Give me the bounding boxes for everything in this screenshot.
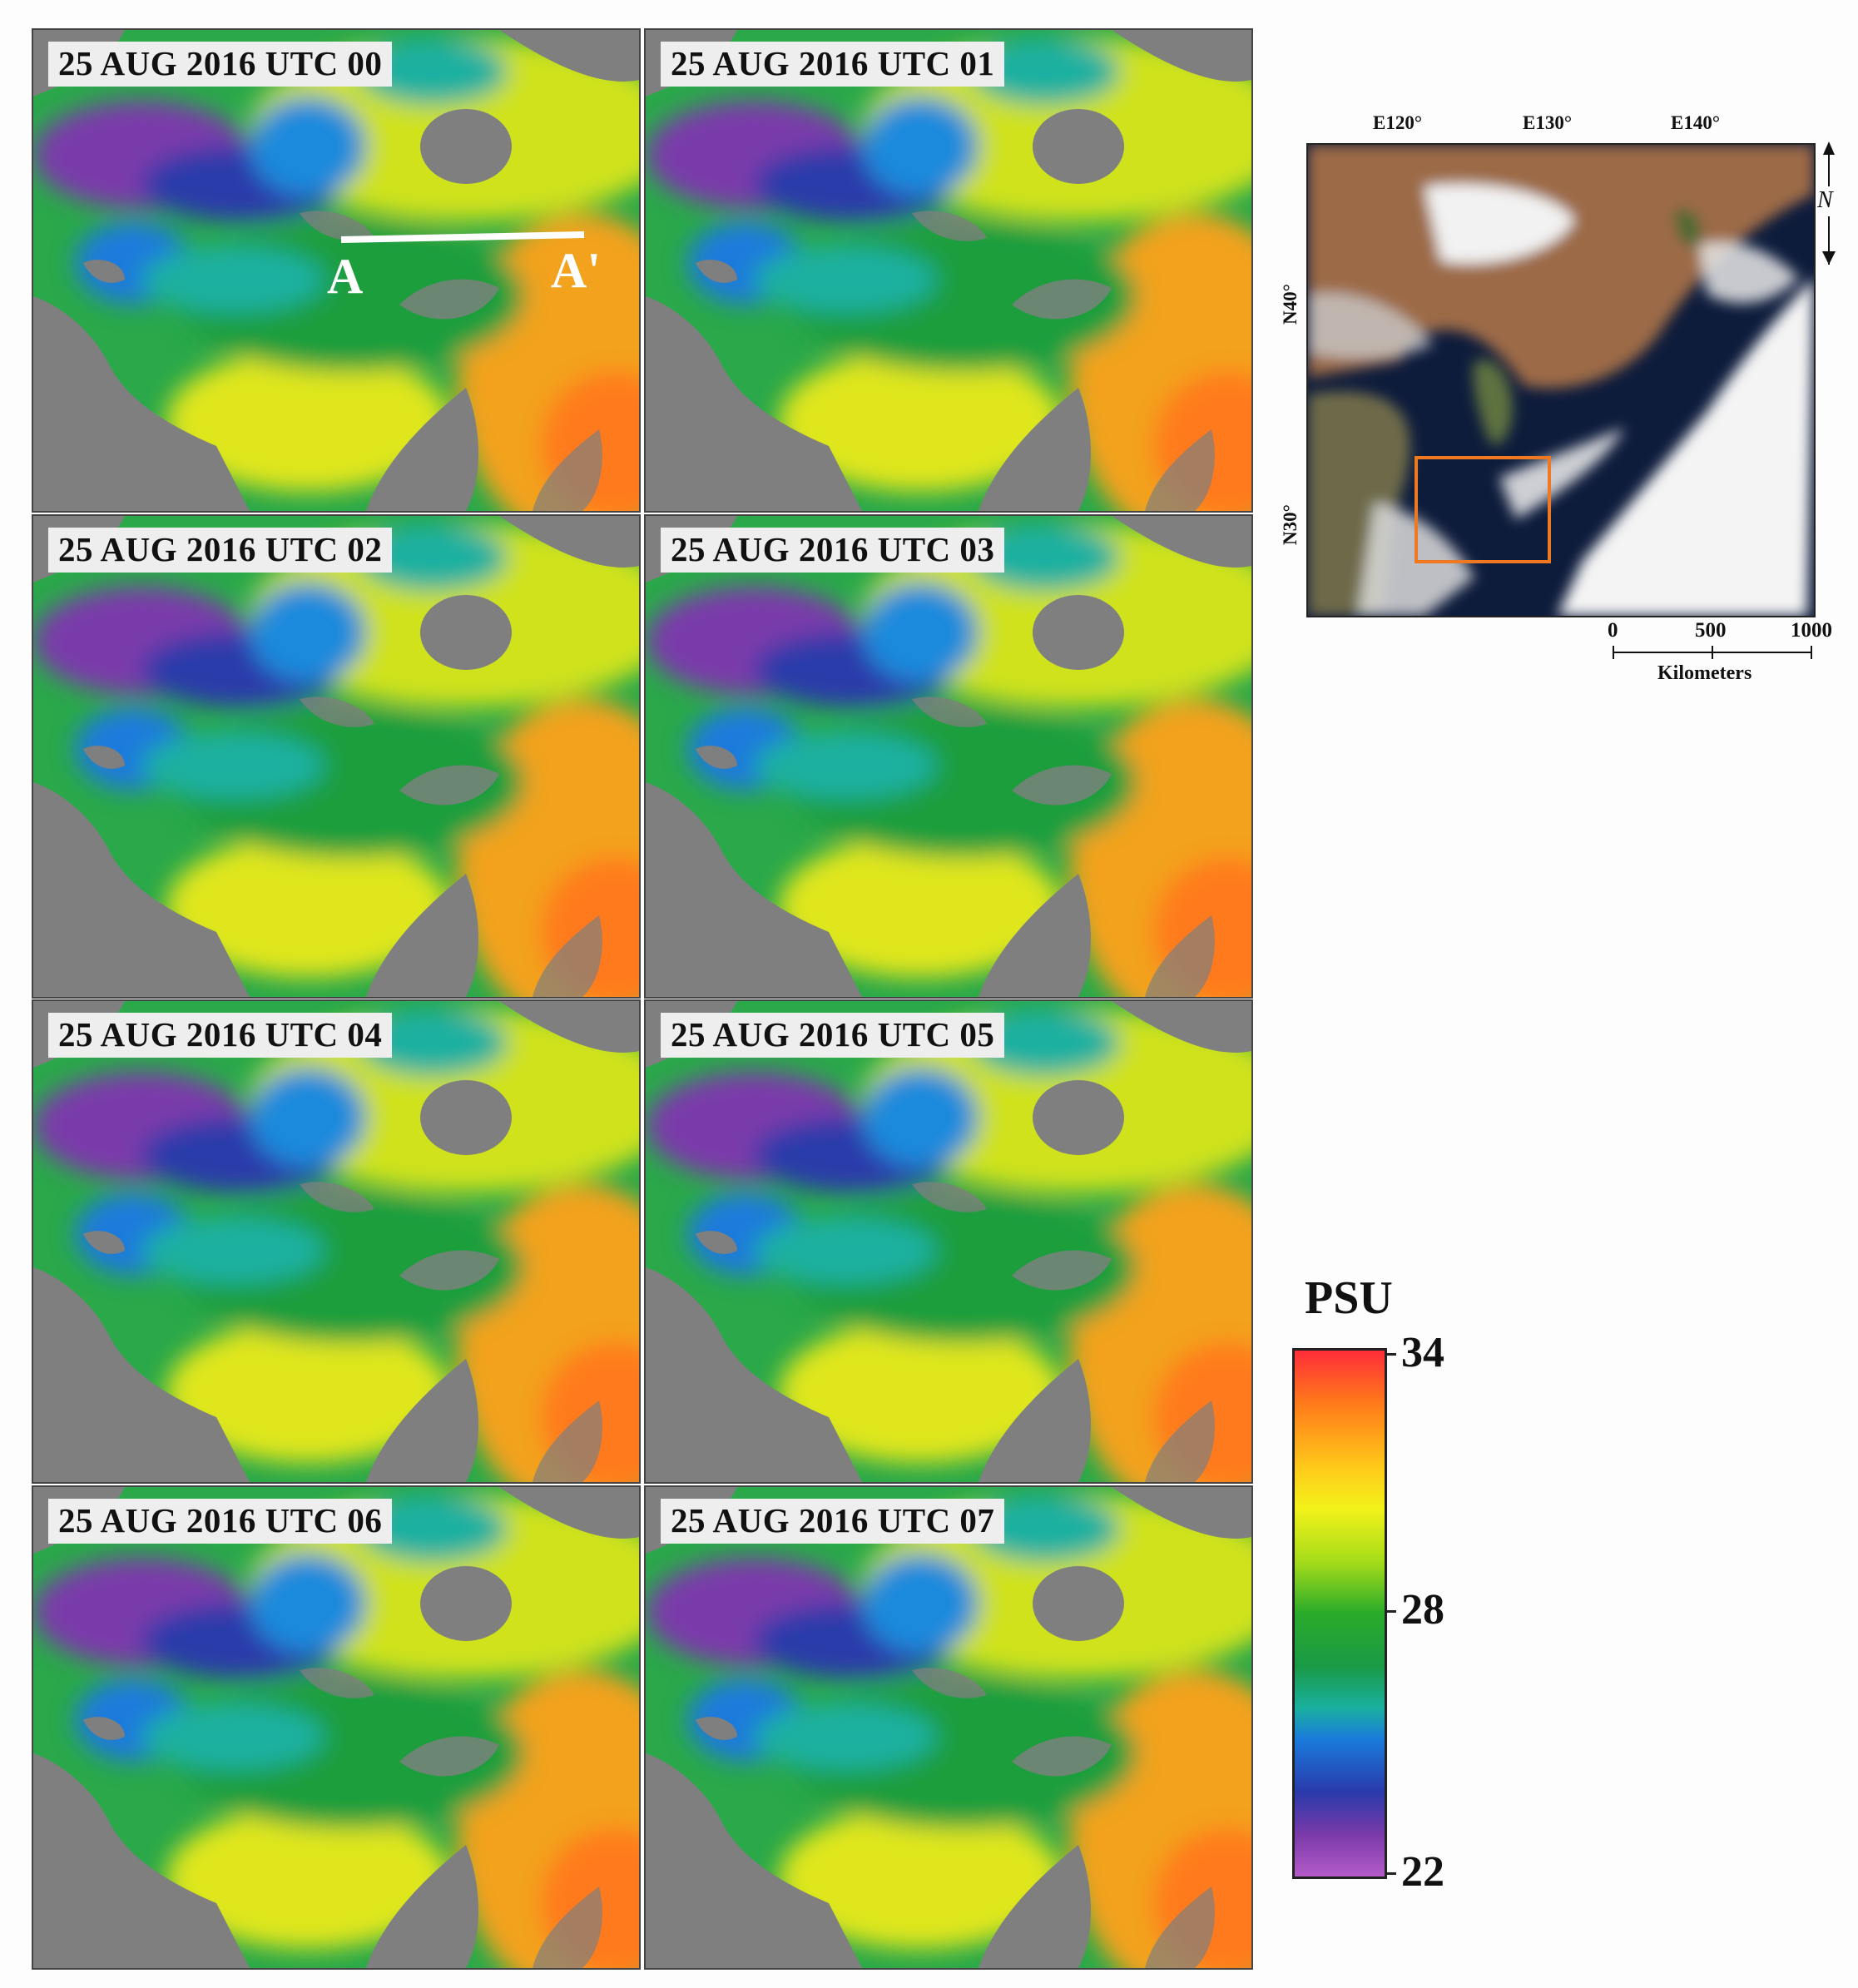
transect-start-label: A [327,249,364,304]
panel-time-label: 25 AUG 2016 UTC 01 [661,42,1005,87]
salinity-panel-utc04: 25 AUG 2016 UTC 04 [32,999,641,1484]
salinity-map [646,1001,1251,1482]
salinity-map [646,516,1251,997]
lon-label-120: E120° [1373,112,1423,133]
salinity-map [33,1487,639,1968]
panel-time-label: 25 AUG 2016 UTC 06 [48,1499,393,1544]
satellite-image [1308,145,1814,616]
salinity-panel-utc05: 25 AUG 2016 UTC 05 [644,999,1253,1484]
panel-time-label: 25 AUG 2016 UTC 04 [48,1013,393,1058]
panel-time-label: 25 AUG 2016 UTC 07 [661,1499,1005,1544]
lat-label-30: N30° [1280,504,1301,545]
colorbar-tick-mid [1385,1610,1396,1613]
salinity-panel-utc06: 25 AUG 2016 UTC 06 [32,1485,641,1970]
scale-tick-1000: 1000 [1791,619,1832,642]
salinity-panel-utc00: 25 AUG 2016 UTC 00 A A' [32,28,641,513]
colorbar-tick-top [1385,1353,1396,1356]
study-area-box [1415,456,1551,563]
salinity-map [646,1487,1251,1968]
scale-tick-500: 500 [1695,619,1727,642]
salinity-panel-utc03: 25 AUG 2016 UTC 03 [644,514,1253,999]
lon-label-130: E130° [1523,112,1573,133]
salinity-map [33,1001,639,1482]
overview-satellite-map [1306,143,1816,617]
north-arrow-icon [1822,141,1836,265]
colorbar-label-34: 34 [1401,1329,1444,1376]
scale-tick-0: 0 [1608,619,1618,642]
scale-bar [1613,646,1812,659]
salinity-panel-utc01: 25 AUG 2016 UTC 01 [644,28,1253,513]
colorbar-label-22: 22 [1401,1848,1444,1896]
colorbar-label-28: 28 [1401,1586,1444,1634]
panel-time-label: 25 AUG 2016 UTC 00 [48,42,393,87]
panel-time-label: 25 AUG 2016 UTC 05 [661,1013,1005,1058]
lat-label-40: N40° [1280,284,1301,325]
salinity-map [646,30,1251,511]
salinity-map [33,516,639,997]
transect-end-label: A' [551,243,601,298]
panel-time-label: 25 AUG 2016 UTC 02 [48,528,393,573]
salinity-panel-utc07: 25 AUG 2016 UTC 07 [644,1485,1253,1970]
north-symbol: N [1817,187,1833,213]
transect-line [340,231,585,243]
panel-time-label: 25 AUG 2016 UTC 03 [661,528,1005,573]
scale-unit: Kilometers [1657,662,1752,684]
colorbar-tick-bottom [1385,1872,1396,1875]
salinity-panel-utc02: 25 AUG 2016 UTC 02 [32,514,641,999]
colorbar-title: PSU [1305,1272,1393,1324]
salinity-colorbar [1292,1348,1387,1879]
lon-label-140: E140° [1671,112,1721,133]
